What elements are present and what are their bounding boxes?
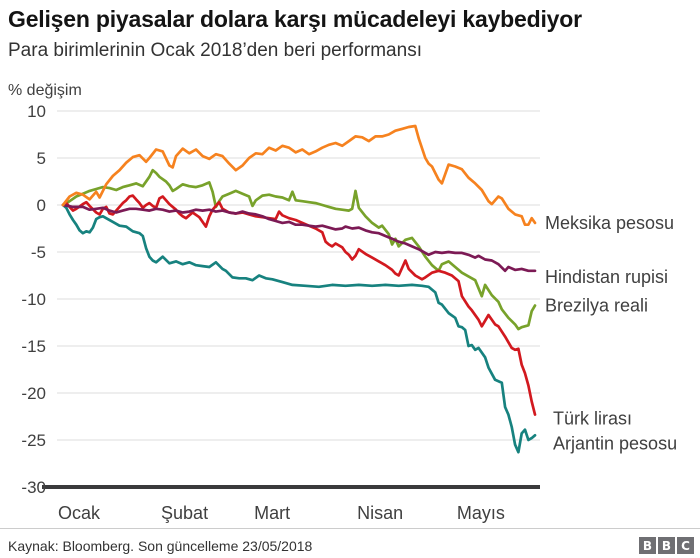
- y-tick-label: -25: [21, 431, 46, 450]
- y-axis-unit-label: % değişim: [8, 82, 82, 99]
- bbc-logo: B B C: [639, 537, 694, 554]
- series-label: Hindistan rupisi: [545, 267, 668, 287]
- bbc-logo-letter: C: [677, 537, 694, 554]
- x-tick-label: Mayıs: [457, 503, 505, 523]
- y-tick-label: -20: [21, 384, 46, 403]
- grid: [42, 110, 540, 489]
- series-lines: [61, 124, 537, 454]
- y-tick-label: -15: [21, 337, 46, 356]
- x-tick-label: Şubat: [161, 503, 208, 523]
- series-line: [61, 124, 537, 227]
- y-tick-label: 5: [37, 149, 46, 168]
- series-line: [61, 203, 537, 273]
- chart-title: Gelişen piyasalar dolara karşı mücadeley…: [8, 6, 582, 32]
- bbc-logo-letter: B: [639, 537, 656, 554]
- series-line: [61, 194, 537, 416]
- series-label: Türk lirası: [553, 409, 632, 429]
- x-tick-label: Mart: [254, 503, 290, 523]
- chart-subtitle: Para birimlerinin Ocak 2018’den beri per…: [8, 40, 422, 61]
- y-tick-label: 0: [37, 196, 46, 215]
- source-text: Kaynak: Bloomberg. Son güncelleme 23/05/…: [8, 538, 313, 554]
- y-tick-label: -10: [21, 290, 46, 309]
- series-line: [61, 168, 537, 331]
- series-label: Meksika pesosu: [545, 213, 674, 233]
- x-tick-label: Nisan: [357, 503, 403, 523]
- y-tick-label: 10: [27, 102, 46, 121]
- bbc-logo-letter: B: [658, 537, 675, 554]
- y-axis-labels: 10 5 0 -5 -10 -15 -20 -25 -30: [21, 102, 46, 497]
- series-labels: Arjantin pesosu Brezilya reali Türk lirası…: [545, 213, 677, 453]
- series-label: Arjantin pesosu: [553, 433, 677, 453]
- y-tick-label: -30: [21, 478, 46, 497]
- series-label: Brezilya reali: [545, 296, 648, 316]
- y-tick-label: -5: [31, 243, 46, 262]
- x-axis-labels: Ocak Şubat Mart Nisan Mayıs: [58, 503, 505, 523]
- series-line: [61, 203, 537, 454]
- line-chart: 10 5 0 -5 -10 -15 -20 -25 -30 Ocak Şubat Mart Nisan M…: [21, 102, 677, 523]
- x-tick-label: Ocak: [58, 503, 101, 523]
- footer: Kaynak: Bloomberg. Son güncelleme 23/05/…: [0, 528, 700, 558]
